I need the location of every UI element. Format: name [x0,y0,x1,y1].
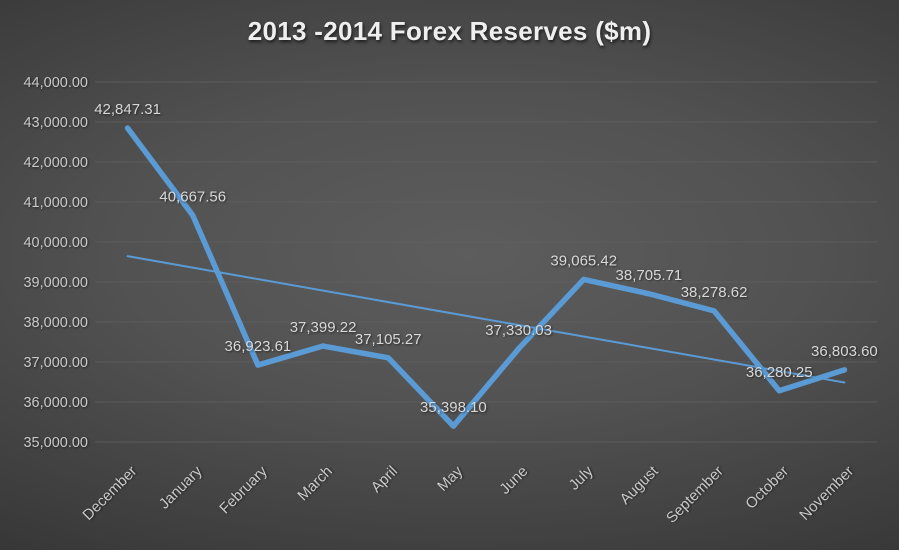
data-point-label: 39,065.42 [550,252,617,269]
y-axis-tick-label: 39,000.00 [23,275,88,291]
x-axis-category-label: March [294,463,335,504]
data-point-label: 36,803.60 [811,343,878,360]
x-axis-category-label: February [216,462,271,517]
y-axis-tick-label: 44,000.00 [23,75,88,91]
y-axis-tick-label: 41,000.00 [23,195,88,211]
y-axis-tick-label: 42,000.00 [23,155,88,171]
x-axis-category-label: January [156,462,206,512]
data-point-label: 36,280.25 [746,364,813,381]
x-axis-category-label: September [663,463,727,527]
chart-title: 2013 -2014 Forex Reserves ($m) [247,16,652,46]
x-axis-category-label: June [496,463,531,498]
x-axis-category-label: October [742,463,792,513]
x-axis-category-label: August [617,462,663,508]
x-axis-category-label: November [796,463,857,524]
y-axis-tick-label: 43,000.00 [23,115,88,131]
y-axis-tick-label: 38,000.00 [23,315,88,331]
data-point-label: 40,667.56 [159,188,226,205]
trendline [126,255,846,384]
x-axis-category-label: July [566,462,597,493]
data-point-label: 36,923.61 [225,338,292,355]
data-point-label: 35,398.10 [420,399,487,416]
series-line-forex-reserves [124,125,848,429]
data-point-label: 38,278.62 [681,284,748,301]
data-point-label: 37,105.27 [355,331,422,348]
y-axis-tick-label: 35,000.00 [23,435,88,451]
y-axis-tick-label: 40,000.00 [23,235,88,251]
data-point-label: 42,847.31 [94,101,161,118]
y-axis-tick-label: 37,000.00 [23,355,88,371]
data-point-label: 37,330.03 [485,322,552,339]
x-axis-category-label: May [434,462,466,494]
x-axis-category-label: April [368,463,401,496]
data-point-label: 37,399.22 [290,319,357,336]
y-axis-tick-label: 36,000.00 [23,395,88,411]
data-point-label: 38,705.71 [616,267,683,284]
x-axis-category-label: December [79,463,140,524]
